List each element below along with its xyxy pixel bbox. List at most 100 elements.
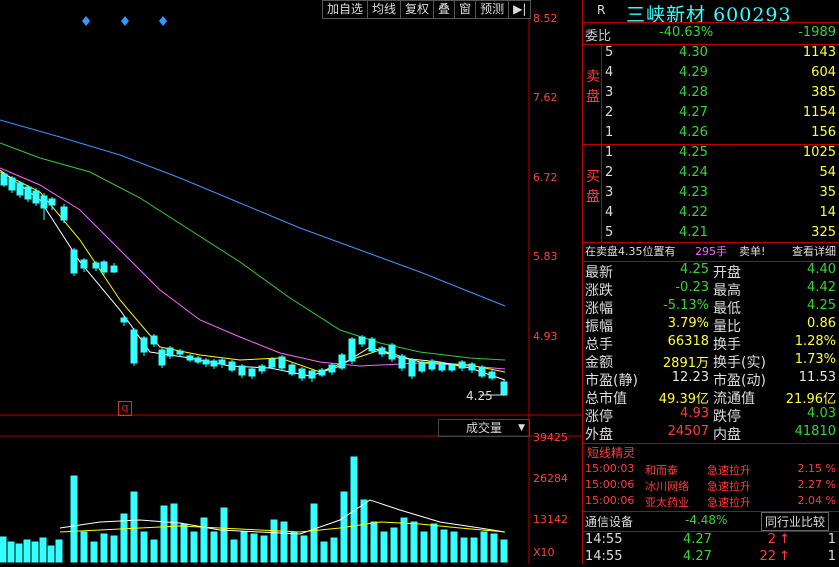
elves-stock: 亚太药业 (645, 496, 689, 509)
candle-body (428, 360, 436, 370)
volume-bar (80, 531, 88, 563)
candle-body (500, 381, 508, 396)
volume-bar (390, 527, 398, 563)
event-marker-icon (82, 16, 90, 26)
volume-bar (380, 531, 388, 563)
candle-body (238, 365, 246, 376)
price-axis-label: 5.83 (533, 250, 558, 263)
stat-row: 振幅 3.79% 量比 0.86 (583, 316, 839, 335)
price-axis-label: 6.72 (533, 171, 558, 184)
tick-count: 1 (827, 532, 836, 547)
volume-bar (280, 521, 288, 563)
candle-body (488, 371, 496, 379)
current-price-tag: 4.25 (466, 389, 493, 403)
ask-row[interactable]: 3 4.28 385 (583, 85, 839, 103)
volume-bar (130, 491, 138, 563)
volume-bar (310, 503, 318, 563)
volume-indicator-select[interactable]: 成交量 ▼ (438, 419, 530, 437)
stat-value: 11.53 (798, 370, 836, 385)
bid-row[interactable]: 4 4.22 14 (583, 205, 839, 223)
volume-bar (190, 531, 198, 563)
elves-event: 急速拉升 (707, 496, 751, 509)
bid-row[interactable]: 1 4.25 1025 (583, 145, 839, 163)
elves-item[interactable]: 15:00:06 亚太药业 急速拉升 2.04 % (583, 494, 839, 512)
volume-bar (220, 507, 228, 563)
candle-body (408, 359, 416, 377)
sector-row: 通信设备 -4.48% 同行业比较 (583, 512, 839, 531)
chart-toolbar: 加自选 均线 复权 叠 窗 预测 ▶| (322, 0, 532, 19)
ask-price: 4.26 (679, 125, 708, 140)
bid-row[interactable]: 5 4.21 325 (583, 225, 839, 243)
bid-price: 4.22 (679, 205, 708, 220)
view-detail-link[interactable]: 查看详细 (792, 245, 836, 258)
ask-volume: 1143 (802, 45, 836, 60)
bid-level: 3 (605, 185, 614, 200)
kline-chart[interactable] (0, 0, 581, 564)
stat-value: 2891万 (662, 356, 709, 371)
stat-value: -5.13% (663, 298, 709, 313)
forecast-button[interactable]: 预测 (476, 1, 510, 18)
bid-level: 1 (605, 145, 614, 160)
arrow-up-icon: ↑ (779, 549, 790, 564)
volume-bar (140, 531, 148, 563)
ask-level: 4 (605, 65, 614, 80)
r-label: R (597, 3, 606, 17)
adjust-price-button[interactable]: 复权 (401, 1, 435, 18)
elves-pct: 2.15 % (797, 462, 836, 475)
stat-row: 最新 4.25 开盘 4.40 (583, 262, 839, 281)
stat-label: 跌停 (713, 409, 741, 425)
volume-bar (120, 513, 128, 563)
ask-price: 4.28 (679, 85, 708, 100)
position-bar: 在卖盘4.35位置有 295手 卖单! 查看详细 (583, 243, 839, 261)
volume-bar (440, 529, 448, 563)
kline-chart-area[interactable]: 加自选 均线 复权 叠 窗 预测 ▶| 8.52 7.62 6.72 5.83 … (0, 0, 581, 564)
ask-row[interactable]: 4 4.29 604 (583, 65, 839, 83)
tick-row: 14:55 4.27 22 ↑ 1 (583, 549, 839, 567)
ask-row[interactable]: 1 4.26 156 (583, 125, 839, 143)
stat-label: 最低 (713, 301, 741, 317)
tick-volume: 2 (767, 532, 776, 547)
stat-value: 0.86 (807, 316, 836, 331)
volume-bar (290, 531, 298, 563)
industry-compare-button[interactable]: 同行业比较 (761, 512, 830, 531)
order-ratio-row: 委比 -40.63% -1989 (583, 25, 839, 44)
volume-axis-label: X10 (533, 546, 555, 559)
stat-value: 4.03 (807, 406, 836, 421)
volume-bar (270, 519, 278, 563)
elves-item[interactable]: 15:00:03 和而泰 急速拉升 2.15 % (583, 462, 839, 480)
sector-pct: -4.48% (685, 513, 728, 527)
candle-body (0, 173, 8, 186)
position-action: 卖单! (739, 245, 766, 258)
window-button[interactable]: 窗 (455, 1, 477, 18)
moving-average-button[interactable]: 均线 (368, 1, 402, 18)
overlay-button[interactable]: 叠 (434, 1, 456, 18)
add-watchlist-button[interactable]: 加自选 (323, 1, 369, 18)
stat-row: 市盈(静) 12.23 市盈(动) 11.53 (583, 370, 839, 389)
bid-volume: 14 (819, 205, 836, 220)
volume-bar (260, 535, 268, 563)
stat-row: 金额 2891万 换手(实) 1.73% (583, 352, 839, 371)
collapse-panel-button[interactable]: ▶| (513, 2, 527, 16)
tick-count: 1 (827, 549, 836, 564)
volume-bar (170, 503, 178, 563)
ask-row[interactable]: 2 4.27 1154 (583, 105, 839, 123)
ask-price: 4.27 (679, 105, 708, 120)
elves-item[interactable]: 15:00:06 冰川网络 急速拉升 2.27 % (583, 478, 839, 496)
volume-bar (360, 499, 368, 563)
position-text: 在卖盘4.35位置有 (585, 245, 676, 258)
sell-label: 卖盘 (586, 69, 600, 105)
q-marker[interactable]: q (118, 401, 132, 416)
candle-body (438, 363, 446, 371)
bid-row[interactable]: 3 4.23 35 (583, 185, 839, 203)
ask-row[interactable]: 5 4.30 1143 (583, 45, 839, 63)
candle-body (150, 335, 158, 345)
volume-bar (47, 545, 55, 563)
stat-label: 市盈(静) (585, 373, 638, 389)
volume-bar (410, 521, 418, 563)
volume-bar (7, 541, 15, 563)
sector-name[interactable]: 通信设备 (585, 515, 634, 529)
volume-bar (200, 517, 208, 563)
bid-row[interactable]: 2 4.24 54 (583, 165, 839, 183)
volume-indicator-label: 成交量 (465, 421, 502, 435)
candle-body (70, 249, 78, 274)
